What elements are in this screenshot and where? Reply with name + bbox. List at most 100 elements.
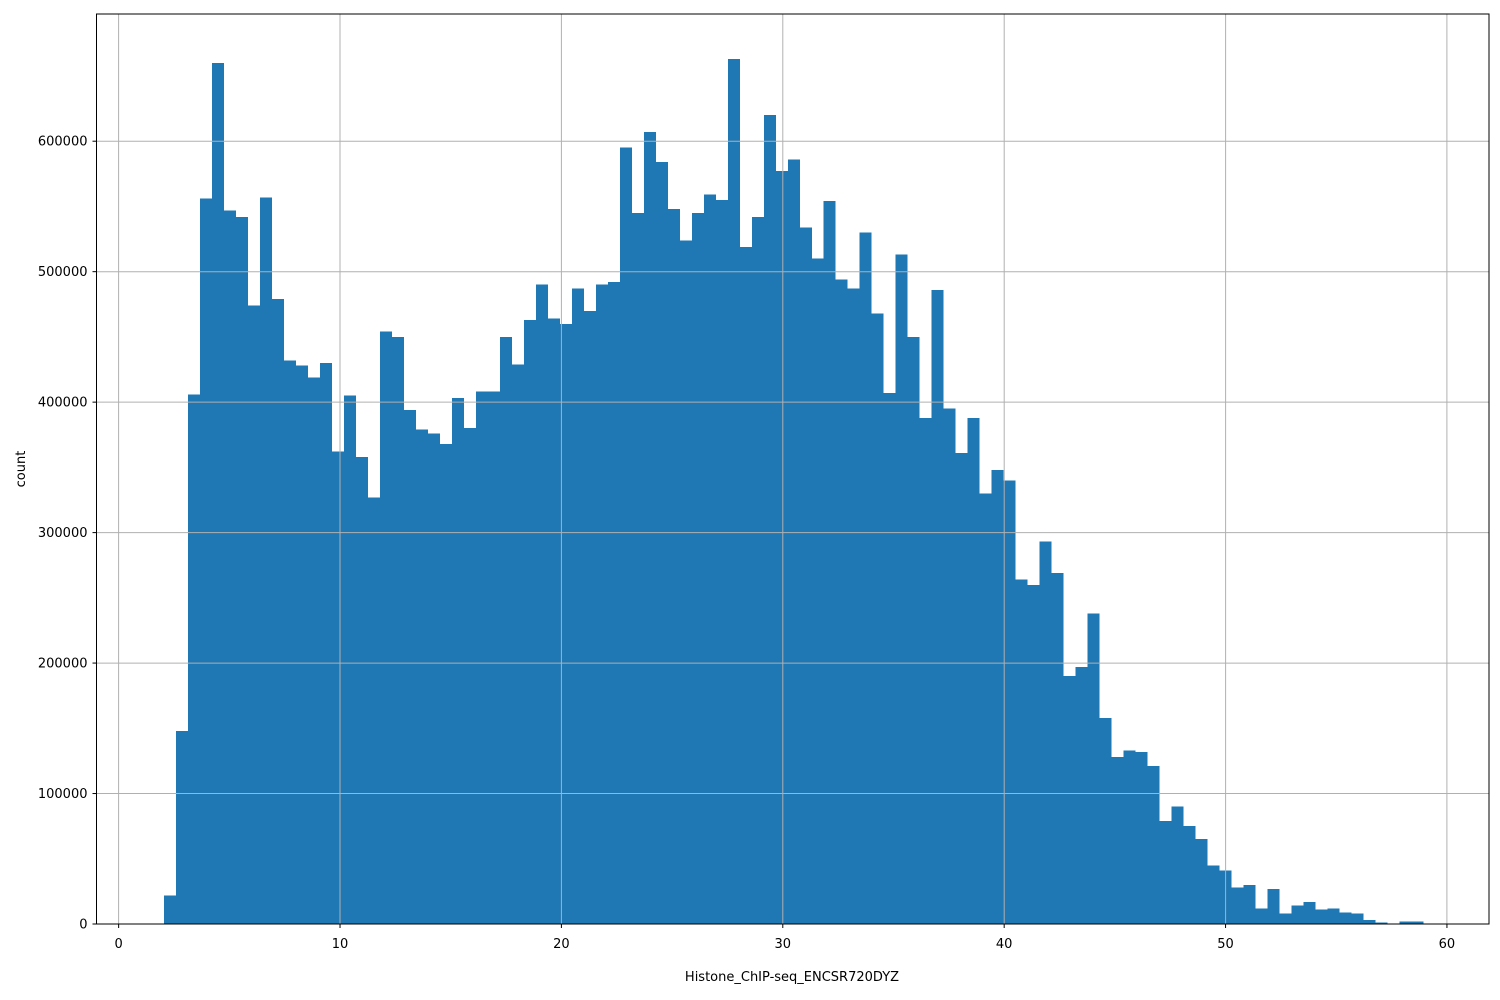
histogram-bar: [859, 232, 872, 924]
histogram-bar: [619, 147, 632, 925]
x-tick-label: 0: [114, 937, 122, 952]
ticks-group: [92, 140, 1448, 928]
histogram-bar: [1303, 901, 1316, 924]
histogram-bar: [187, 394, 200, 924]
histogram-bar: [451, 398, 464, 925]
histogram-bar: [1147, 766, 1160, 924]
histogram-bar: [571, 288, 584, 924]
histogram-bar: [319, 363, 332, 924]
x-tick-label: 40: [996, 937, 1013, 952]
histogram-bar: [1255, 908, 1268, 924]
histogram-bar: [259, 197, 272, 925]
histogram-bar: [499, 336, 512, 924]
histogram-bar: [199, 198, 212, 925]
histogram-bar: [919, 417, 932, 924]
histogram-bar: [955, 453, 968, 924]
y-tick-label: 0: [79, 918, 87, 933]
histogram-bar: [931, 289, 944, 924]
histogram-bar: [271, 299, 284, 924]
histogram-bar: [1243, 884, 1256, 924]
histogram-bar: [775, 171, 788, 924]
histogram-bar: [811, 258, 824, 924]
axes-spines: [96, 13, 1490, 925]
y-tick-label: 500000: [38, 265, 88, 280]
histogram-bar: [1171, 806, 1184, 924]
x-tick-label: 10: [332, 937, 349, 952]
histogram-bar: [1291, 905, 1304, 924]
histogram-bar: [403, 409, 416, 925]
x-tick-label: 20: [553, 937, 570, 952]
histogram-bar: [895, 254, 908, 924]
histogram-bar: [331, 451, 344, 924]
histogram-bar: [367, 497, 380, 924]
histogram-bar: [559, 323, 572, 924]
histogram-bar: [1327, 908, 1340, 924]
histogram-bar: [1135, 751, 1148, 924]
histogram-bar: [643, 132, 656, 924]
histogram-bar: [1111, 757, 1124, 924]
histogram-bar: [883, 393, 896, 924]
y-tick-label: 100000: [38, 787, 88, 802]
histogram-bar: [739, 246, 752, 924]
histogram-bar: [1159, 820, 1172, 924]
histogram-bar: [1279, 913, 1292, 924]
histogram-bar: [943, 408, 956, 924]
histogram-bar: [799, 227, 812, 924]
histogram-bar: [1183, 826, 1196, 924]
histogram-bar: [967, 417, 980, 924]
histogram-bar: [415, 429, 428, 924]
histogram-bar: [703, 194, 716, 924]
histogram-bar: [583, 310, 596, 924]
histogram-bar: [1363, 920, 1376, 924]
histogram-bar: [1375, 922, 1388, 924]
y-tick-label: 300000: [38, 526, 88, 541]
histogram-bar: [1231, 887, 1244, 924]
histogram-bar: [1051, 573, 1064, 924]
y-tick-label: 200000: [38, 657, 88, 672]
histogram-bar: [1267, 888, 1280, 924]
histogram-bar: [991, 469, 1004, 924]
histogram-bar: [1099, 717, 1112, 924]
y-tick-label: 400000: [38, 396, 88, 411]
histogram-bar: [475, 391, 488, 924]
histogram-bar: [223, 210, 236, 925]
histogram-bar: [427, 433, 440, 924]
histogram-bar: [715, 199, 728, 924]
histogram-bar: [631, 212, 644, 924]
histogram-bar: [751, 216, 764, 924]
histogram-bar: [691, 212, 704, 924]
histogram-bar: [1399, 921, 1412, 924]
histogram-bar: [439, 443, 452, 924]
x-tick-label: 50: [1217, 937, 1234, 952]
histogram-bar: [295, 365, 308, 924]
histogram-bar: [247, 305, 260, 925]
histogram-bar: [1207, 865, 1220, 924]
histogram-bar: [355, 456, 368, 924]
histogram-bar: [511, 364, 524, 924]
x-tick-label: 30: [775, 937, 792, 952]
histogram-bar: [175, 730, 188, 924]
plot-area: 0 10 20 30 40 50 60 0 100000 200000 300000 400000 50…: [38, 13, 1490, 952]
histogram-bar: [655, 162, 668, 924]
y-tick-label: 600000: [38, 135, 88, 150]
histogram-bar: [1075, 666, 1088, 924]
histogram-bar: [307, 377, 320, 925]
histogram-bar: [343, 395, 356, 924]
histogram-bar: [907, 336, 920, 924]
histogram-bar: [1063, 676, 1076, 924]
histogram-bar: [727, 59, 740, 924]
x-tick-label: 60: [1439, 937, 1456, 952]
histogram-bar: [235, 216, 248, 924]
y-axis-label: count: [14, 451, 29, 488]
histogram-bar: [1315, 909, 1328, 924]
histogram-bar: [547, 318, 560, 924]
histogram-bar: [1003, 480, 1016, 924]
histogram-bar: [1339, 912, 1352, 924]
histogram-bar: [1027, 584, 1040, 924]
tick-labels-group: 0 10 20 30 40 50 60 0 100000 200000 300000 400000 50…: [38, 135, 1455, 952]
histogram-bar: [163, 895, 176, 924]
histogram-bar: [523, 319, 536, 924]
histogram-bar: [283, 360, 296, 924]
histogram-bar: [979, 493, 992, 924]
